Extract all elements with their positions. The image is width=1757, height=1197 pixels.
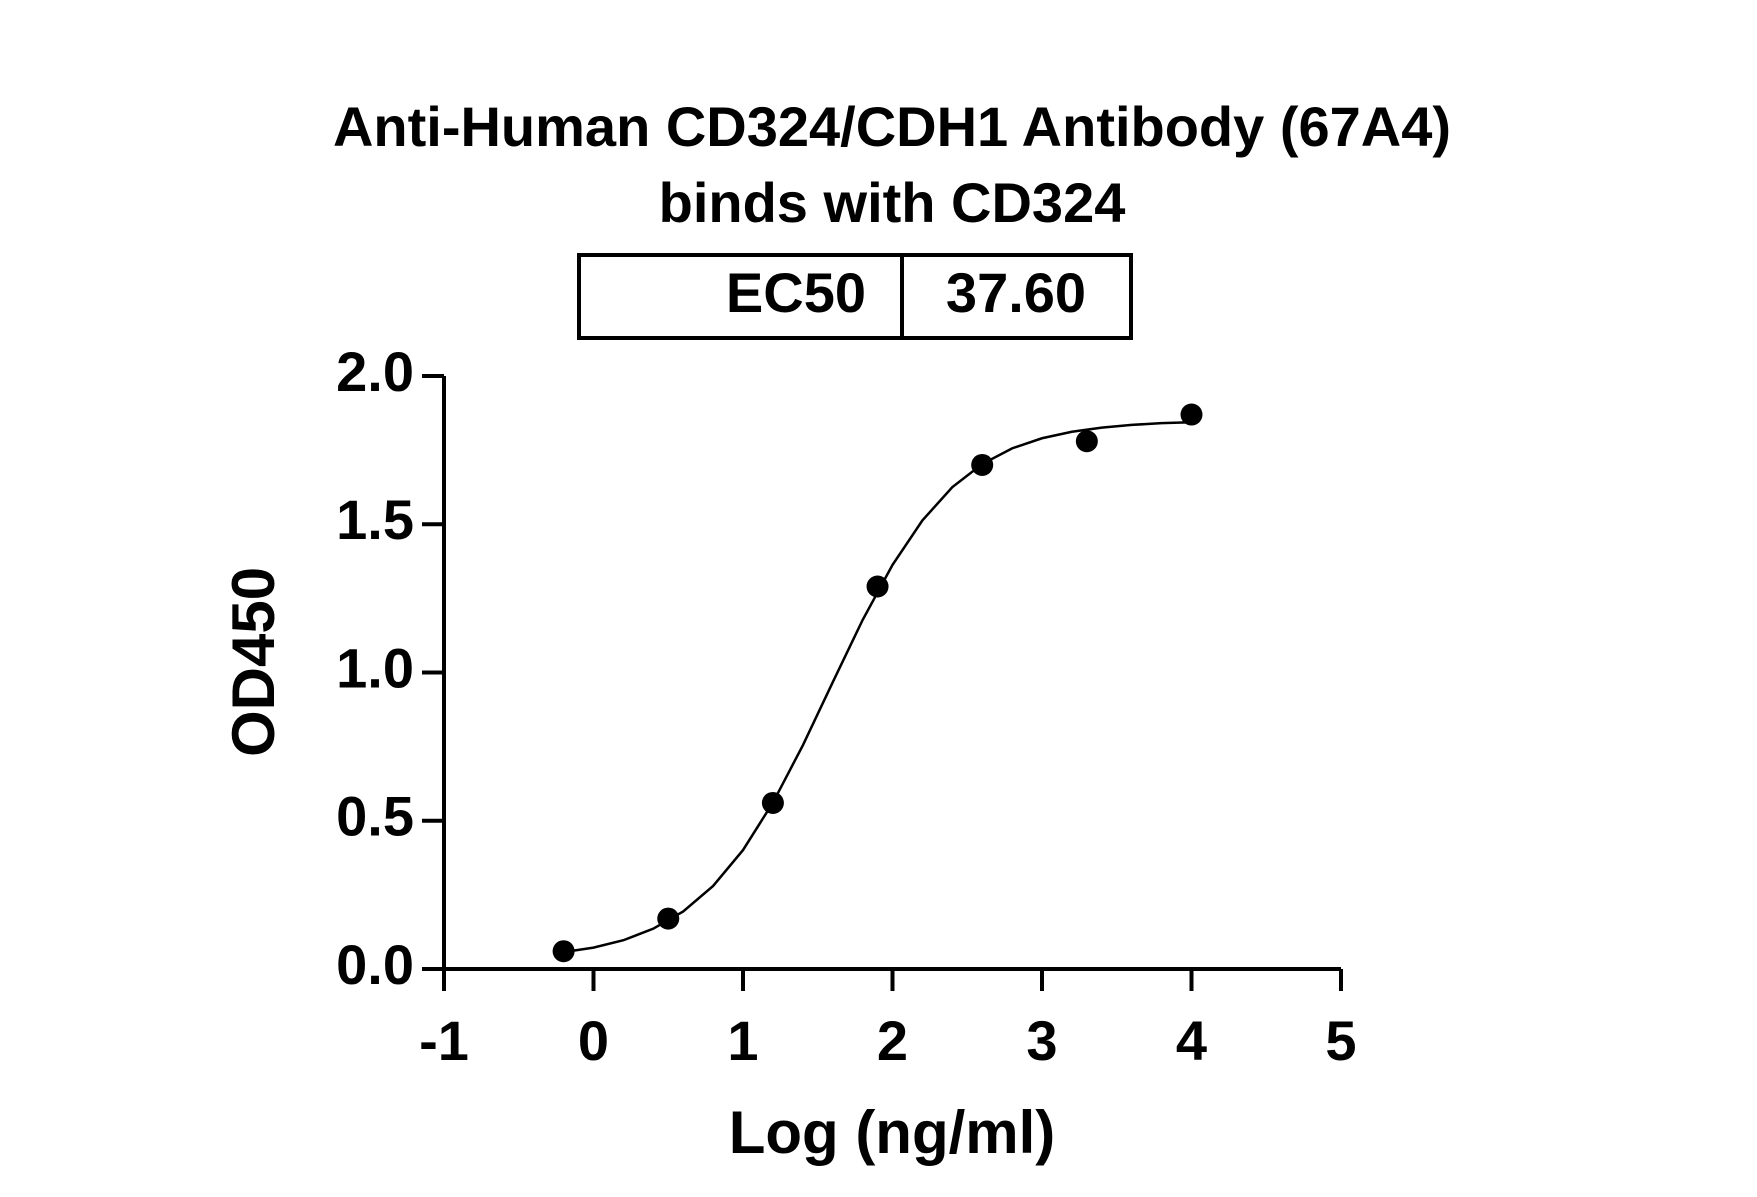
- y-tick-label: 1.0: [336, 636, 414, 699]
- y-tick-label: 0.5: [336, 785, 414, 848]
- x-axis-title: Log (ng/ml): [729, 1099, 1056, 1166]
- y-tick-label: 1.5: [336, 488, 414, 551]
- x-tick-label: 0: [578, 1009, 609, 1072]
- x-tick-label: -1: [419, 1009, 469, 1072]
- fit-curve: [563, 421, 1192, 954]
- x-tick-label: 4: [1176, 1009, 1207, 1072]
- ec50-label: EC50: [726, 261, 866, 324]
- x-tick-label: 2: [877, 1009, 908, 1072]
- ec50-box: [577, 253, 1133, 340]
- chart-title: binds with CD324: [659, 171, 1126, 234]
- data-point: [1180, 403, 1203, 426]
- chart-title: Anti-Human CD324/CDH1 Antibody (67A4): [333, 95, 1451, 158]
- data-point: [657, 907, 680, 930]
- x-tick-label: 3: [1026, 1009, 1057, 1072]
- y-tick-label: 2.0: [336, 340, 414, 403]
- y-tick-label: 0.0: [336, 933, 414, 996]
- x-tick-label: 1: [727, 1009, 758, 1072]
- ec50-value: 37.60: [946, 261, 1086, 324]
- data-point: [1075, 430, 1098, 453]
- x-tick-label: 5: [1325, 1009, 1356, 1072]
- y-axis-title: OD450: [220, 567, 287, 757]
